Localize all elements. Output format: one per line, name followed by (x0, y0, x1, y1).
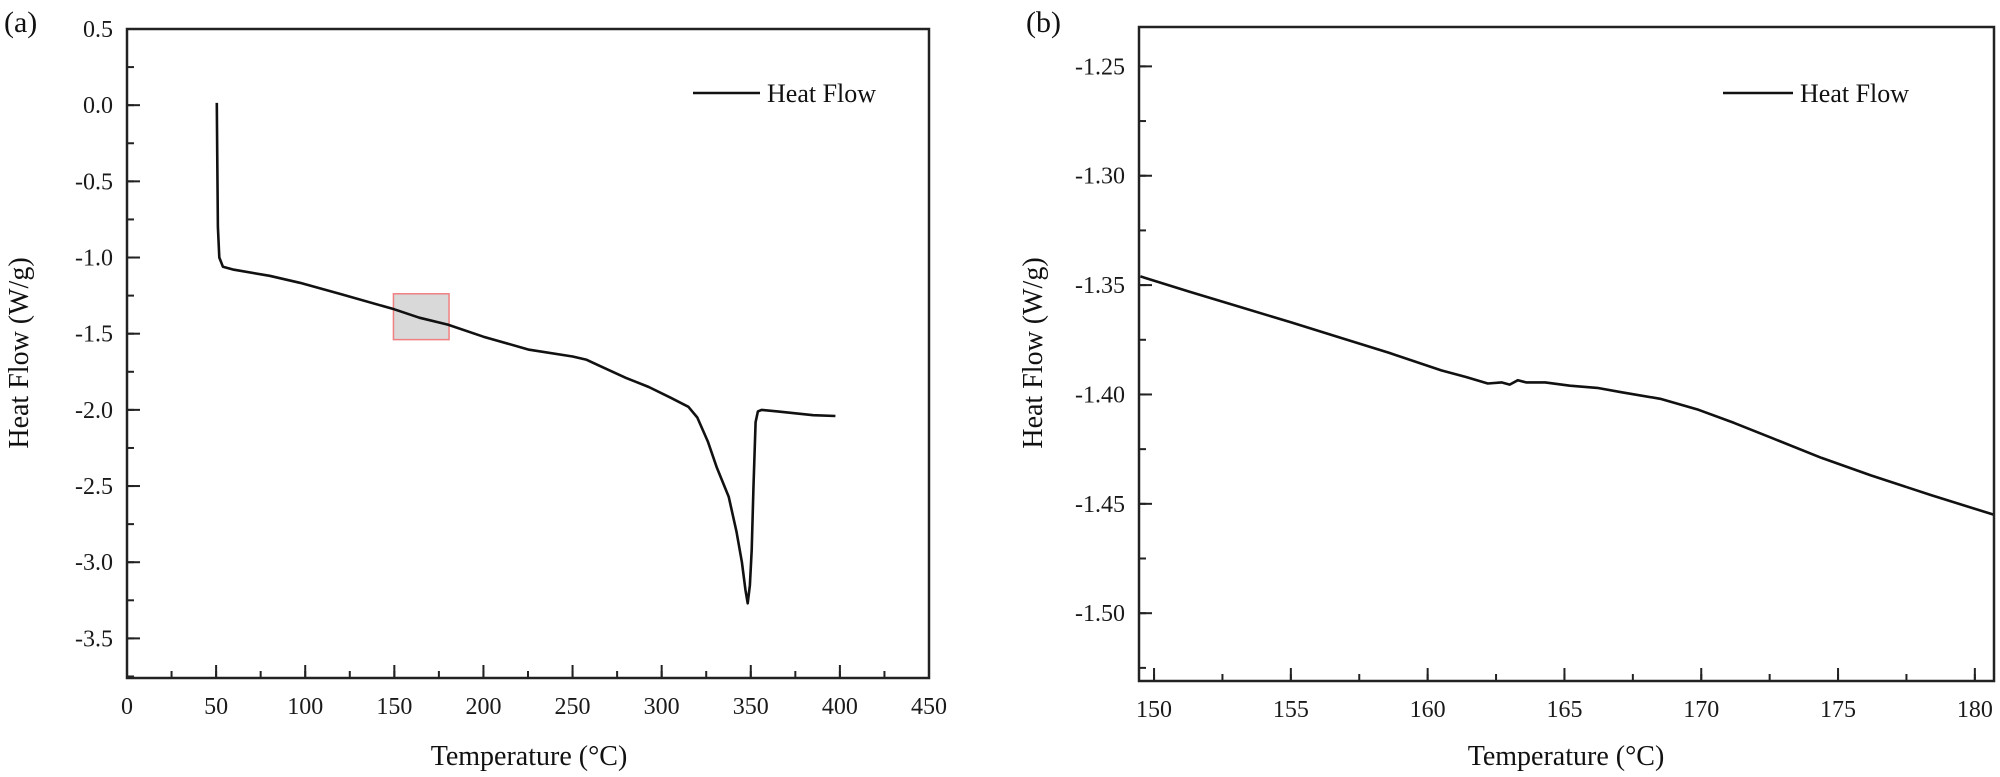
x-axis-title-a: Temperature (°C) (431, 741, 628, 772)
y-tick-label-a: -3.5 (75, 626, 113, 652)
heat-flow-line-a (215, 102, 836, 605)
panel-label-a: (a) (4, 6, 37, 39)
y-tick-label-a: -2.5 (75, 474, 113, 500)
y-tick-label-b: -1.30 (1075, 164, 1125, 190)
y-tick-label-a: -0.5 (75, 169, 113, 195)
panel-label-b: (b) (1026, 6, 1061, 39)
x-tick-label-a: 300 (644, 694, 680, 720)
y-tick-label-a: -1.0 (75, 246, 113, 272)
y-tick-label-b: -1.45 (1075, 492, 1125, 518)
x-tick-label-b: 150 (1136, 697, 1172, 723)
zoom-region-highlight (392, 293, 450, 341)
x-tick-label-a: 400 (822, 694, 858, 720)
x-tick-label-b: 165 (1546, 697, 1582, 723)
y-axis-title-b: Heat Flow (W/g) (1018, 257, 1049, 448)
legend-label-b: Heat Flow (1800, 79, 1909, 108)
x-tick-label-b: 155 (1273, 697, 1309, 723)
panel-b-heat-flow-zoom-chart: (b) Temperature (°C) Heat Flow (W/g) Hea… (1018, 6, 1996, 772)
x-tick-label-a: 200 (465, 694, 501, 720)
x-tick-label-a: 150 (376, 694, 412, 720)
x-tick-label-a: 350 (733, 694, 769, 720)
x-tick-label-a: 50 (204, 694, 228, 720)
heat-flow-line-b (1140, 275, 1995, 517)
x-tick-label-b: 160 (1410, 697, 1446, 723)
plot-frame-b (1137, 25, 1996, 683)
x-tick-label-b: 170 (1683, 697, 1719, 723)
y-tick-label-a: 0.0 (83, 93, 113, 119)
plot-frame-a (125, 27, 931, 680)
y-tick-label-a: -3.0 (75, 550, 113, 576)
y-tick-label-b: -1.40 (1075, 382, 1125, 408)
y-tick-label-b: -1.50 (1075, 601, 1125, 627)
legend-label-a: Heat Flow (767, 79, 876, 108)
y-tick-label-b: -1.35 (1075, 273, 1125, 299)
y-tick-label-a: -2.0 (75, 398, 113, 424)
x-tick-label-b: 175 (1820, 697, 1856, 723)
panel-a-heat-flow-chart: (a) Temperature (°C) Heat Flow (W/g) Hea… (4, 6, 947, 772)
x-axis-title-b: Temperature (°C) (1468, 741, 1665, 772)
x-tick-label-b: 180 (1957, 697, 1993, 723)
y-tick-label-a: 0.5 (83, 17, 113, 43)
y-tick-label-b: -1.25 (1075, 54, 1125, 80)
x-tick-label-a: 0 (121, 694, 133, 720)
x-tick-label-a: 250 (555, 694, 591, 720)
y-tick-label-a: -1.5 (75, 322, 113, 348)
x-tick-label-a: 100 (287, 694, 323, 720)
y-axis-title-a: Heat Flow (W/g) (4, 257, 35, 448)
x-tick-label-a: 450 (911, 694, 947, 720)
